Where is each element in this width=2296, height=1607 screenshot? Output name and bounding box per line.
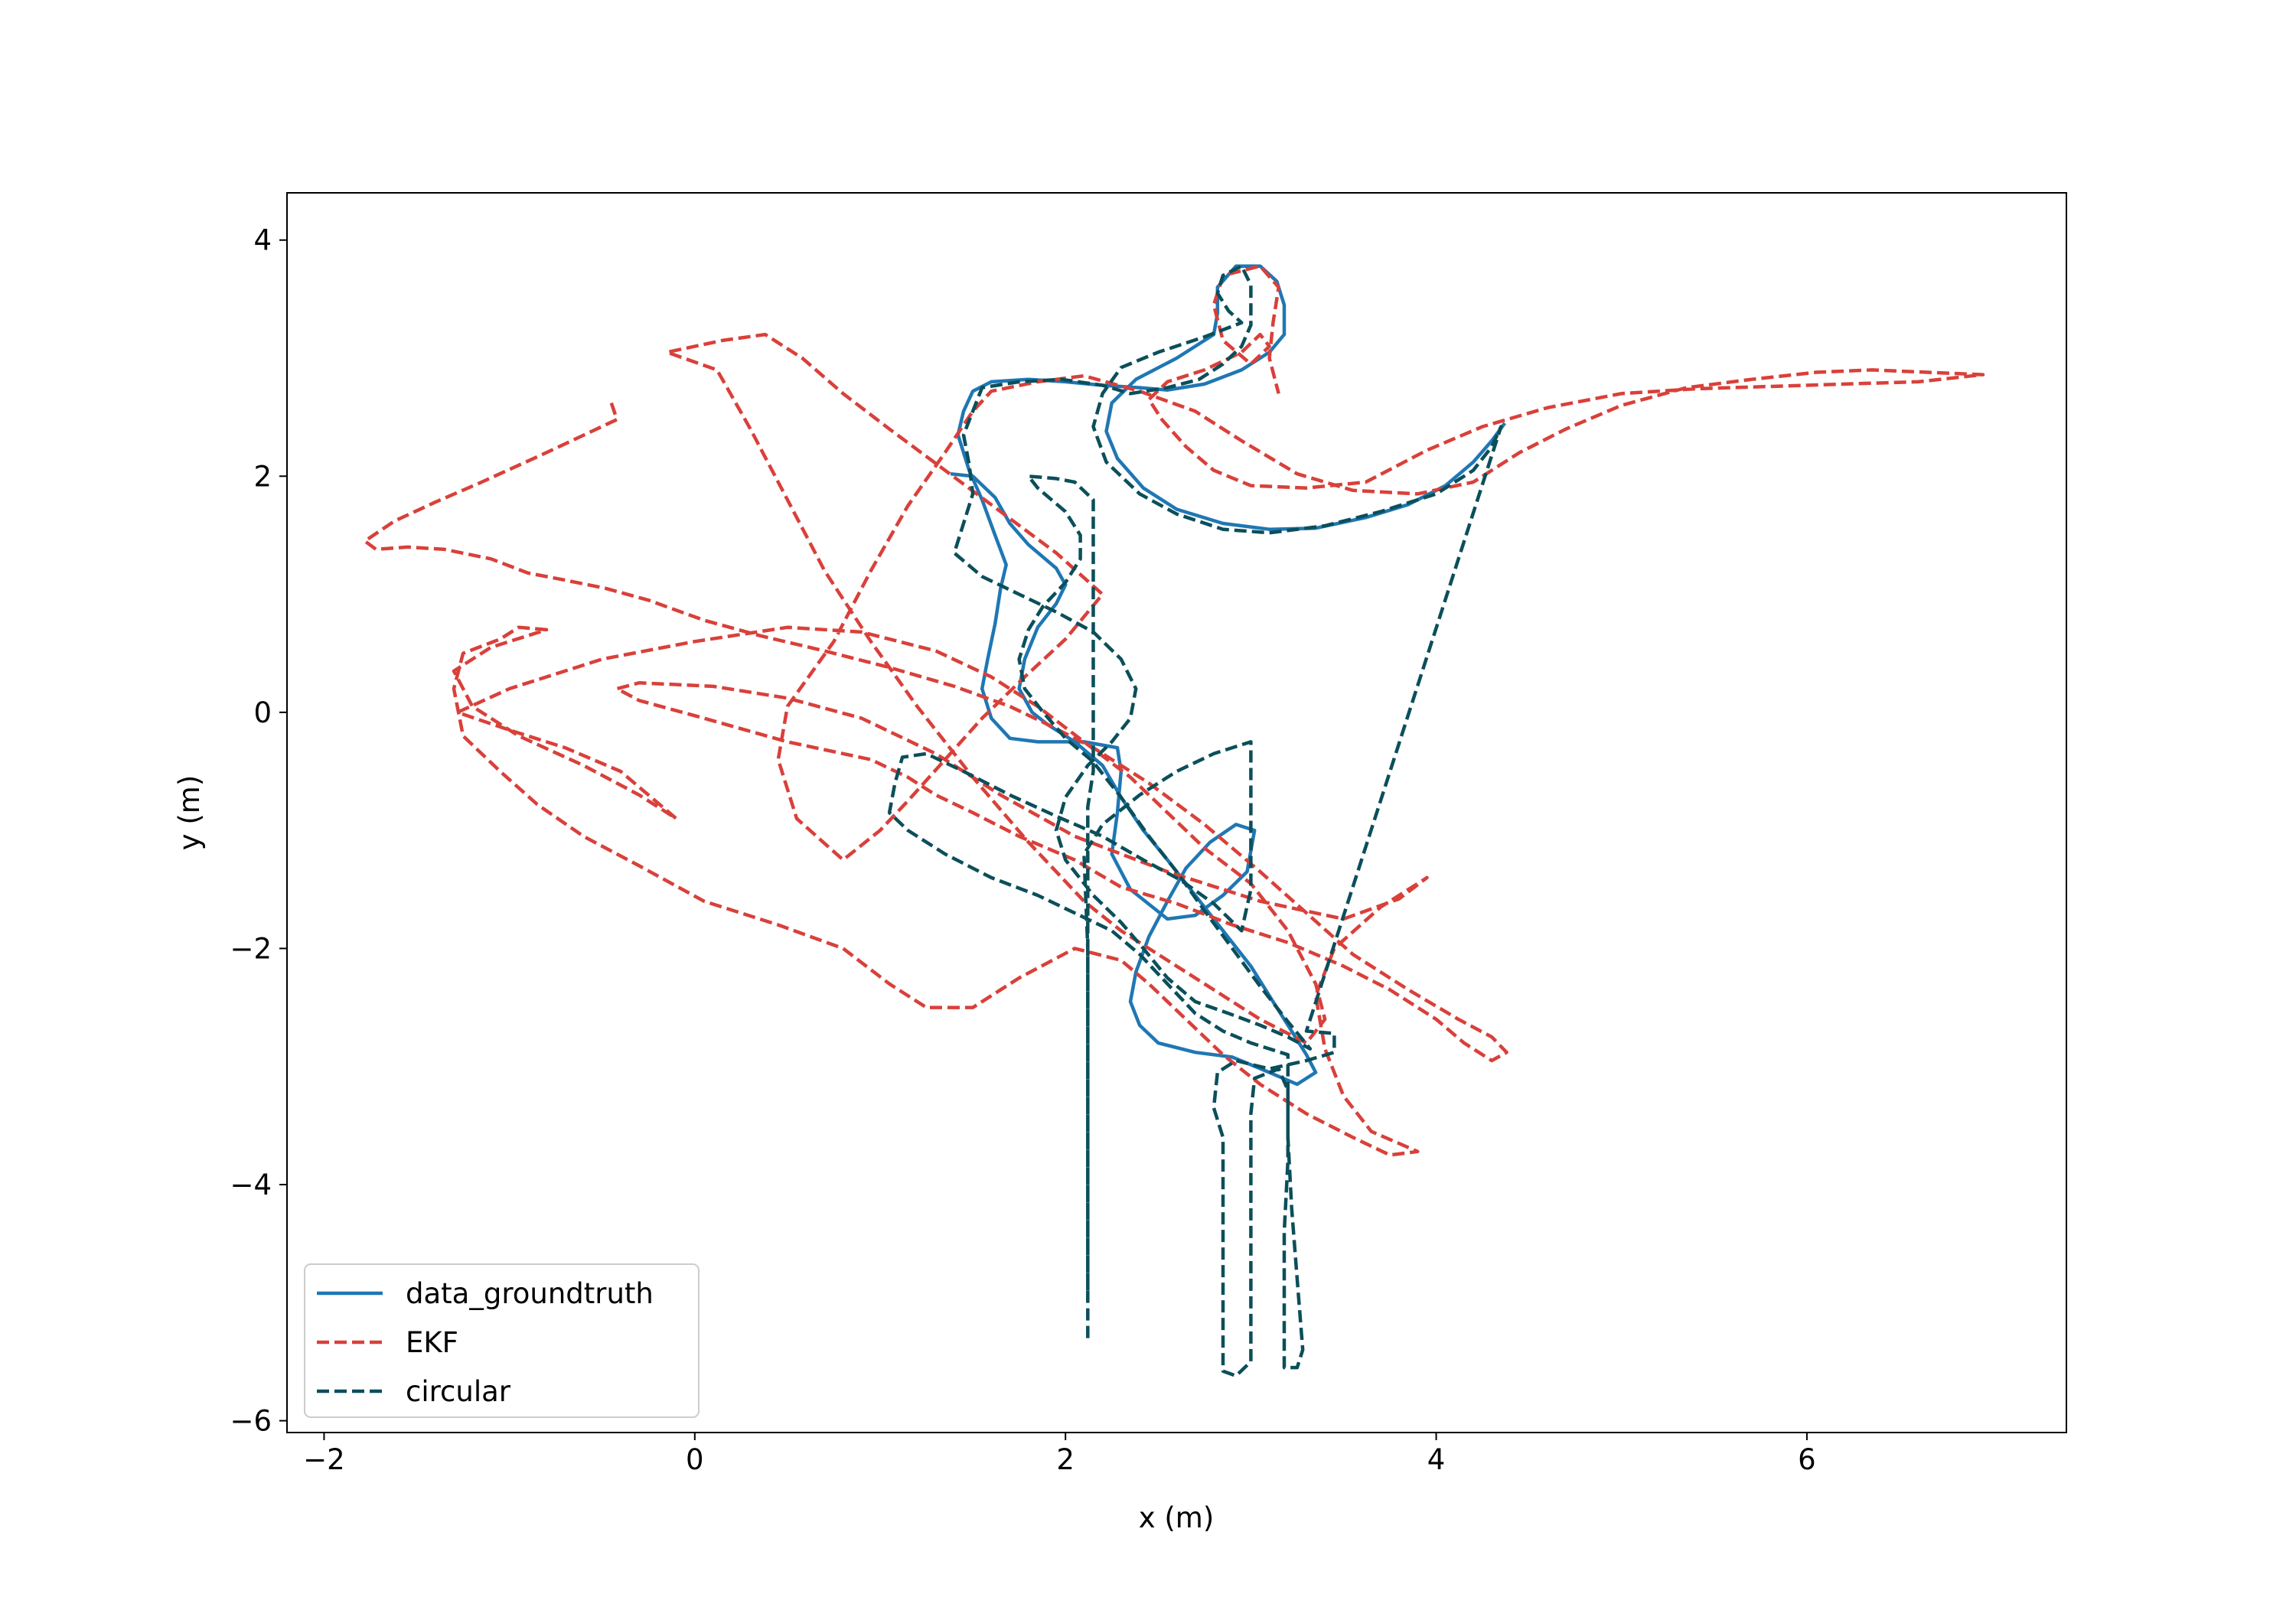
series-line-circular (887, 264, 1503, 1378)
y-tick-label: 4 (253, 224, 272, 257)
y-tick-label: −6 (230, 1405, 272, 1438)
series-layer (363, 264, 1985, 1378)
plot-frame (286, 192, 2067, 1433)
x-tick-label: 2 (1056, 1443, 1075, 1476)
x-axis: −2 0 2 4 6 (303, 1433, 1816, 1476)
legend-label: circular (406, 1375, 511, 1408)
y-axis: −6 −4 −2 0 2 4 (230, 224, 287, 1438)
x-tick-label: 6 (1798, 1443, 1816, 1476)
series-line-ekf (363, 264, 1985, 1157)
y-tick-label: 0 (253, 696, 272, 729)
legend: data_groundtruth EKF circular (304, 1263, 700, 1418)
y-tick-label: 2 (253, 460, 272, 493)
legend-label: EKF (406, 1326, 458, 1359)
y-tick-label: −4 (230, 1169, 272, 1201)
legend-box (304, 1263, 700, 1418)
y-tick-label: −2 (230, 932, 272, 965)
x-tick-label: 4 (1427, 1443, 1446, 1476)
x-axis-label: x (m) (1139, 1501, 1215, 1534)
y-axis-label: y (m) (173, 775, 206, 851)
legend-label: data_groundtruth (406, 1277, 654, 1310)
x-tick-label: 0 (686, 1443, 704, 1476)
x-tick-label: −2 (303, 1443, 345, 1476)
